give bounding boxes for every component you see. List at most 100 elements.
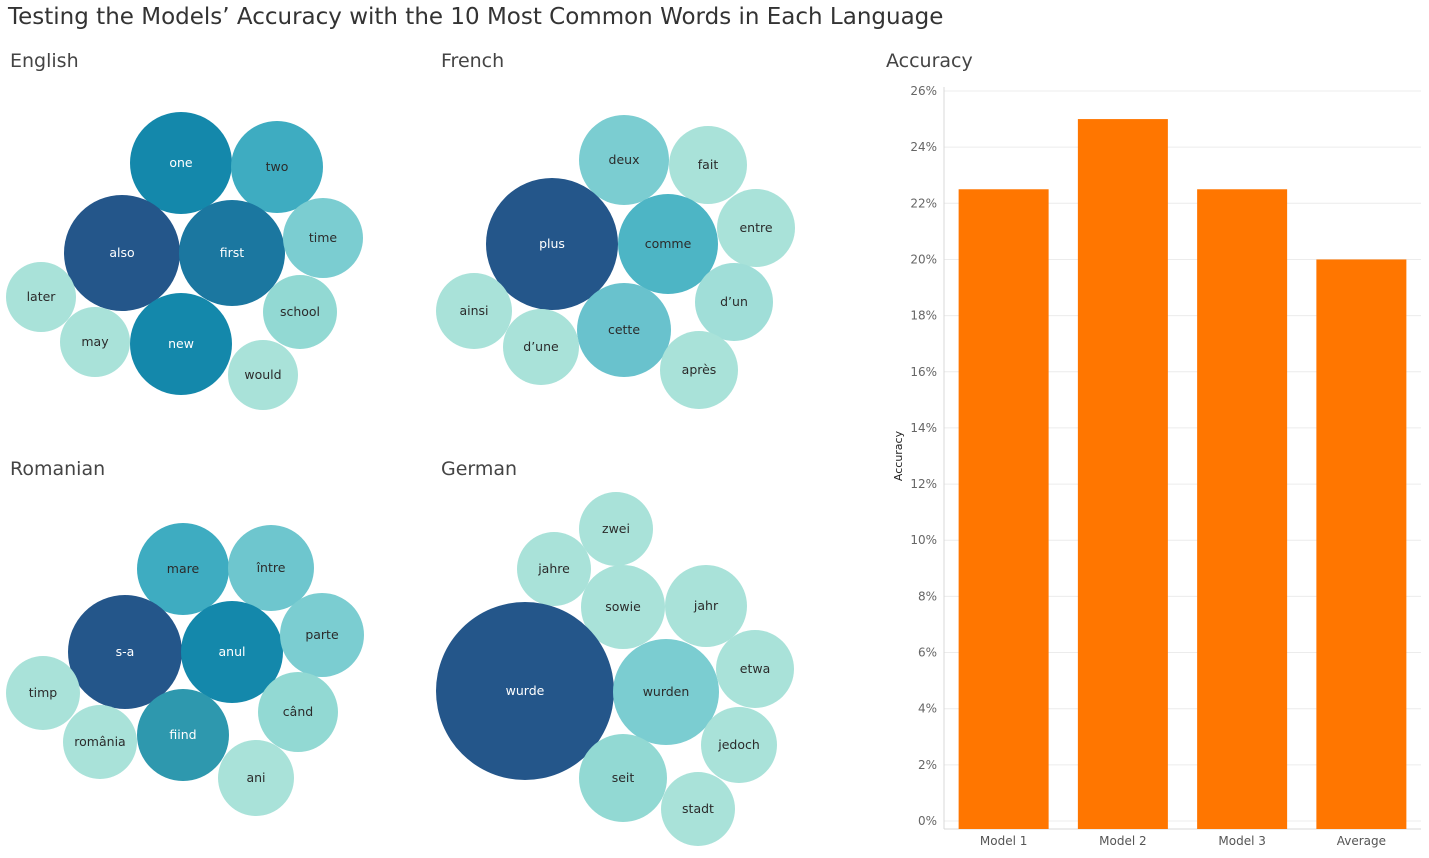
- bubble-label: first: [220, 245, 245, 260]
- bubble-label: new: [168, 336, 194, 351]
- y-tick-label: 12%: [910, 477, 937, 491]
- bubble-label: anul: [219, 644, 246, 659]
- bubble-7[interactable]: [130, 293, 232, 395]
- bubble-3[interactable]: [665, 565, 747, 647]
- bubble-label: would: [244, 367, 281, 382]
- bubble-2[interactable]: [68, 595, 182, 709]
- x-tick-label: Model 2: [1099, 834, 1146, 848]
- bubble-chart-german: zwei jahre sowie jahr wurde wurden etwa jedoch s…: [436, 492, 794, 846]
- bubble-label: deux: [609, 152, 640, 167]
- bubble-7[interactable]: [695, 263, 773, 341]
- bubble-label: fiind: [169, 727, 196, 742]
- y-axis-title: Accuracy: [892, 430, 905, 481]
- accuracy-panel-title: Accuracy: [886, 50, 973, 72]
- bubble-7[interactable]: [701, 707, 777, 783]
- bubble-label: când: [283, 704, 313, 719]
- bubble-label: stadt: [682, 801, 714, 816]
- bubble-9[interactable]: [660, 331, 738, 409]
- bubble-label: etwa: [740, 661, 770, 676]
- y-tick-label: 18%: [910, 309, 937, 323]
- bubble-0[interactable]: [579, 492, 653, 566]
- bubble-3[interactable]: [618, 194, 718, 294]
- bar-average[interactable]: [1316, 259, 1407, 829]
- bubble-label: ainsi: [459, 303, 488, 318]
- bubble-1[interactable]: [228, 525, 314, 611]
- y-tick-label: 24%: [910, 140, 937, 154]
- accuracy-bar-chart: 0% 2% 4% 6% 8% 10% 12% 14% 16% 18% 20% 22% 24% 26% Acc…: [892, 84, 1421, 848]
- y-tick-label: 22%: [910, 196, 937, 210]
- bubble-6[interactable]: [137, 689, 229, 781]
- bubble-2[interactable]: [581, 565, 665, 649]
- bubble-6[interactable]: [577, 283, 671, 377]
- y-tick-label: 14%: [910, 421, 937, 435]
- bubble-label: plus: [539, 236, 565, 251]
- romanian-panel-title: Romanian: [10, 458, 106, 480]
- bar-model-3[interactable]: [1197, 189, 1288, 829]
- y-tick-label: 20%: [910, 252, 937, 266]
- bubble-label: wurden: [643, 684, 690, 699]
- bubble-1[interactable]: [517, 532, 591, 606]
- bubble-8[interactable]: [263, 275, 337, 349]
- english-panel-title: English: [10, 50, 79, 72]
- bubble-label: school: [280, 304, 320, 319]
- bubble-label: timp: [29, 685, 58, 700]
- bubble-7[interactable]: [258, 672, 338, 752]
- bubble-2[interactable]: [486, 178, 618, 310]
- bubble-4[interactable]: [283, 198, 363, 278]
- bubble-label: jahr: [693, 598, 719, 613]
- bubble-9[interactable]: [228, 340, 298, 410]
- bubble-8[interactable]: [579, 734, 667, 822]
- bubble-label: zwei: [602, 521, 630, 536]
- bubble-label: parte: [305, 627, 339, 642]
- bubble-label: s-a: [116, 644, 135, 659]
- bubble-label: fait: [698, 157, 719, 172]
- bubble-label: ani: [246, 770, 265, 785]
- bubble-label: românia: [74, 734, 125, 749]
- bubble-1[interactable]: [231, 121, 323, 213]
- bubble-4[interactable]: [717, 189, 795, 267]
- y-tick-label: 6%: [918, 646, 937, 660]
- bubble-label: mare: [167, 561, 200, 576]
- bubble-8[interactable]: [63, 705, 137, 779]
- bubble-8[interactable]: [503, 309, 579, 385]
- x-tick-label: Model 1: [980, 834, 1027, 848]
- bubble-label: între: [256, 560, 286, 575]
- bar-model-2[interactable]: [1077, 119, 1168, 830]
- bubble-5[interactable]: [6, 262, 76, 332]
- bubble-3[interactable]: [181, 601, 283, 703]
- bubble-chart-french: deux fait plus comme entre ainsi cette d’un d’un…: [436, 115, 795, 409]
- bubble-9[interactable]: [218, 740, 294, 816]
- bubble-label: seit: [612, 770, 635, 785]
- french-panel-title: French: [441, 50, 505, 72]
- bubble-label: also: [109, 245, 134, 260]
- bubble-0[interactable]: [579, 115, 669, 205]
- dashboard-title: Testing the Models’ Accuracy with the 10…: [8, 4, 944, 30]
- bubble-0[interactable]: [137, 523, 229, 615]
- bubble-4[interactable]: [436, 602, 614, 780]
- bubble-2[interactable]: [64, 195, 180, 311]
- bubble-6[interactable]: [60, 307, 130, 377]
- bubble-label: cette: [608, 322, 640, 337]
- bubble-6[interactable]: [716, 630, 794, 708]
- bubble-0[interactable]: [130, 112, 232, 214]
- bubble-label: jahre: [537, 561, 570, 576]
- bubble-1[interactable]: [669, 126, 747, 204]
- bubble-5[interactable]: [613, 639, 719, 745]
- bubble-chart-english: one two also first time later may new school woul…: [6, 112, 363, 410]
- bubble-5[interactable]: [436, 273, 512, 349]
- bubble-label: time: [309, 230, 338, 245]
- bubble-label: later: [27, 289, 57, 304]
- x-tick-label: Model 3: [1218, 834, 1265, 848]
- bubble-9[interactable]: [661, 772, 735, 846]
- bar-model-1[interactable]: [958, 189, 1049, 829]
- y-tick-label: 0%: [918, 814, 937, 828]
- x-tick-label: Average: [1337, 834, 1386, 848]
- bubble-chart-romanian: mare între s-a anul parte timp fiind când români…: [6, 523, 364, 816]
- y-tick-label: 2%: [918, 758, 937, 772]
- bubble-label: may: [81, 334, 109, 349]
- bubble-5[interactable]: [6, 656, 80, 730]
- bubble-3[interactable]: [179, 200, 285, 306]
- bubble-4[interactable]: [280, 593, 364, 677]
- y-tick-label: 26%: [910, 84, 937, 98]
